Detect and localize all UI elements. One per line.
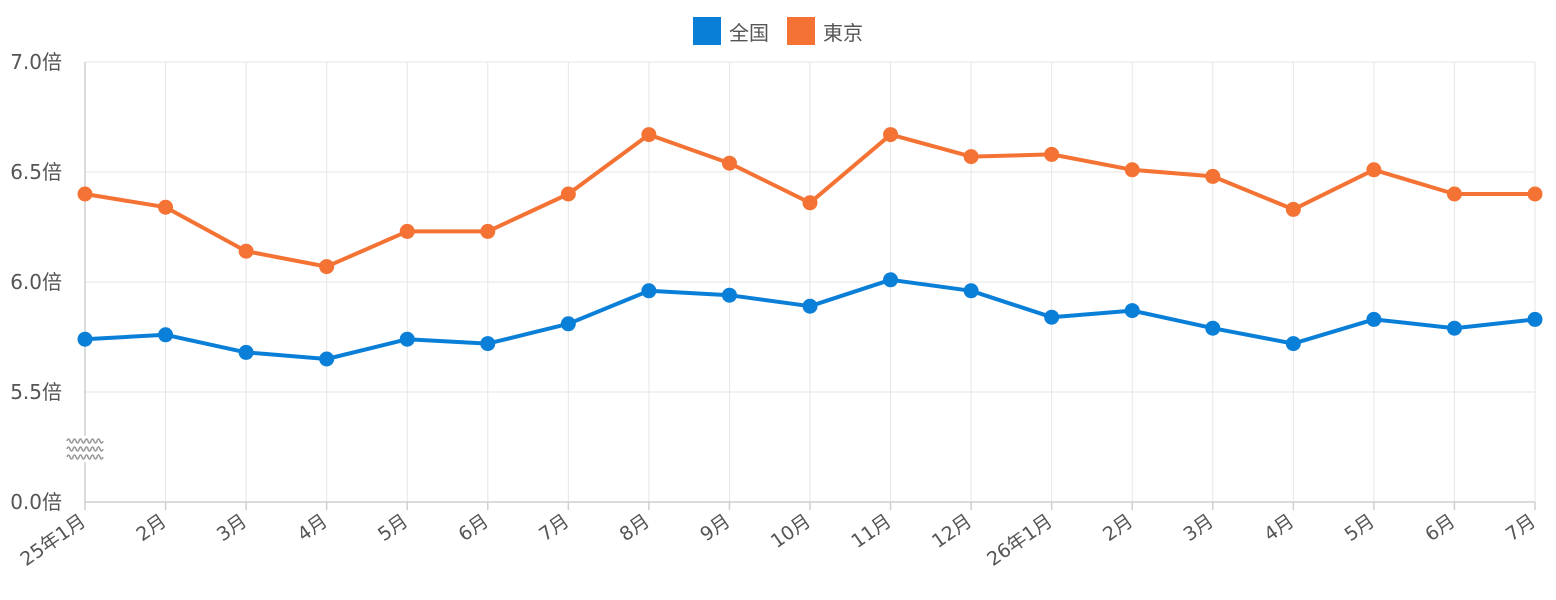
axis-break-wave <box>66 438 104 444</box>
legend-swatch-national <box>693 17 721 45</box>
data-point-national[interactable] <box>1044 309 1060 325</box>
legend-label-tokyo: 東京 <box>823 20 863 45</box>
data-point-tokyo[interactable] <box>480 223 496 239</box>
data-point-tokyo[interactable] <box>802 195 818 211</box>
chart-axes <box>84 62 1536 510</box>
x-tick-label: 4月 <box>1260 510 1298 546</box>
x-tick-label: 2月 <box>132 510 170 546</box>
x-tick-label: 4月 <box>293 510 331 546</box>
data-point-tokyo[interactable] <box>1044 146 1060 162</box>
legend-label-national: 全国 <box>729 20 769 45</box>
data-point-tokyo[interactable] <box>641 127 657 143</box>
data-point-national[interactable] <box>1446 320 1462 336</box>
x-tick-label: 26年1月 <box>983 510 1056 571</box>
axis-break-wave <box>66 446 104 452</box>
x-tick-label: 6月 <box>1421 510 1459 546</box>
data-point-national[interactable] <box>480 336 496 352</box>
data-point-national[interactable] <box>399 331 415 347</box>
data-point-national[interactable] <box>1285 336 1301 352</box>
data-point-national[interactable] <box>721 287 737 303</box>
x-tick-label: 12月 <box>928 510 976 553</box>
legend-swatch-tokyo <box>787 17 815 45</box>
data-point-tokyo[interactable] <box>721 155 737 171</box>
x-tick-label: 3月 <box>213 510 251 546</box>
axis-break-wave <box>66 454 104 460</box>
data-point-national[interactable] <box>560 316 576 332</box>
x-tick-label: 8月 <box>616 510 654 546</box>
data-point-tokyo[interactable] <box>399 223 415 239</box>
x-tick-label: 25年1月 <box>16 510 89 571</box>
x-tick-label: 5月 <box>1341 510 1379 546</box>
data-point-tokyo[interactable] <box>883 127 899 143</box>
x-tick-label: 3月 <box>1180 510 1218 546</box>
y-tick-label: 7.0倍 <box>10 50 62 74</box>
data-point-tokyo[interactable] <box>1124 162 1140 178</box>
x-tick-label: 11月 <box>847 510 895 553</box>
legend-item-national[interactable]: 全国 <box>693 17 769 46</box>
data-point-tokyo[interactable] <box>158 199 174 215</box>
chart-legend: 全国 東京 <box>0 14 1556 48</box>
data-point-tokyo[interactable] <box>963 149 979 165</box>
data-point-tokyo[interactable] <box>1366 162 1382 178</box>
x-tick-label: 2月 <box>1099 510 1137 546</box>
y-tick-label: 6.5倍 <box>10 160 62 184</box>
x-tick-label: 5月 <box>374 510 412 546</box>
data-point-tokyo[interactable] <box>1285 201 1301 217</box>
x-tick-label: 9月 <box>696 510 734 546</box>
x-tick-label: 7月 <box>535 510 573 546</box>
data-point-national[interactable] <box>158 327 174 343</box>
axis-break-icon <box>65 436 105 462</box>
data-point-national[interactable] <box>1205 320 1221 336</box>
data-point-national[interactable] <box>1124 303 1140 319</box>
data-point-tokyo[interactable] <box>238 243 254 259</box>
y-tick-label: 6.0倍 <box>10 270 62 294</box>
data-point-national[interactable] <box>963 283 979 299</box>
x-axis-ticks: 25年1月 2月 3月 4月 5月 6月 7月 8月 9月 10月 11月 12月 26年1月 2月 3月 4… <box>16 510 1539 571</box>
legend-item-tokyo[interactable]: 東京 <box>787 17 863 46</box>
data-point-national[interactable] <box>641 283 657 299</box>
y-tick-label: 5.5倍 <box>10 380 62 404</box>
data-point-national[interactable] <box>883 272 899 288</box>
data-point-tokyo[interactable] <box>1446 186 1462 202</box>
x-tick-label: 6月 <box>455 510 493 546</box>
data-point-national[interactable] <box>77 331 93 347</box>
data-point-tokyo[interactable] <box>1527 186 1543 202</box>
data-point-national[interactable] <box>319 351 335 367</box>
data-point-national[interactable] <box>802 298 818 314</box>
x-tick-label: 7月 <box>1502 510 1540 546</box>
chart-grid <box>84 61 1536 503</box>
data-point-national[interactable] <box>1527 311 1543 327</box>
data-point-national[interactable] <box>238 344 254 360</box>
y-axis-ticks: 0.0倍 5.5倍 6.0倍 6.5倍 7.0倍 <box>10 50 62 514</box>
x-tick-label: 10月 <box>767 510 815 553</box>
data-point-tokyo[interactable] <box>319 259 335 275</box>
y-tick-label: 0.0倍 <box>10 490 62 514</box>
data-point-tokyo[interactable] <box>77 186 93 202</box>
data-point-national[interactable] <box>1366 311 1382 327</box>
chart-series <box>77 127 1543 367</box>
data-point-tokyo[interactable] <box>560 186 576 202</box>
data-point-tokyo[interactable] <box>1205 168 1221 184</box>
